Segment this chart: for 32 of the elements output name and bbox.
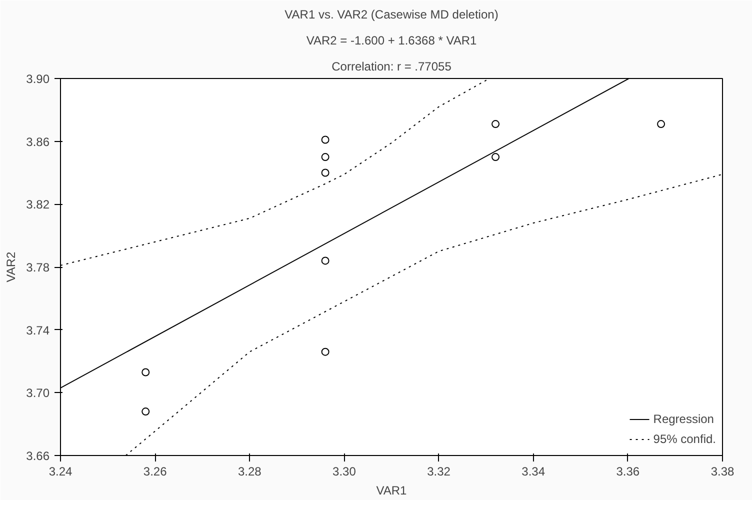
y-tick-label: 3.90 xyxy=(26,72,50,86)
legend-label: 95% confid. xyxy=(653,432,716,446)
point xyxy=(142,408,150,416)
chart-title: VAR1 vs. VAR2 (Casewise MD deletion) xyxy=(284,8,498,22)
point xyxy=(321,168,330,177)
point xyxy=(142,368,150,376)
x-tick-label: 3.28 xyxy=(238,464,262,478)
point xyxy=(321,136,330,144)
y-tick-label: 3.74 xyxy=(26,323,50,338)
chart-subtitle: VAR2 = -1.600 + 1.6368 * VAR1 xyxy=(306,34,477,48)
x-tick-label: 3.34 xyxy=(522,464,546,478)
point xyxy=(492,153,500,162)
point xyxy=(321,256,330,265)
y-tick-label: 3.66 xyxy=(26,449,50,463)
y-tick-label: 3.86 xyxy=(26,134,50,149)
x-tick-label: 3.24 xyxy=(48,464,73,478)
x-tick-label: 3.38 xyxy=(710,464,735,478)
y-axis-title: VAR2 xyxy=(4,251,18,282)
point xyxy=(321,153,330,162)
y-tick-label: 3.70 xyxy=(26,386,50,400)
y-tick-label: 3.82 xyxy=(26,198,50,212)
point xyxy=(321,348,330,356)
legend-label: Regression xyxy=(653,412,714,426)
y-tick-label: 3.78 xyxy=(26,260,50,274)
text: Correlation: r = .77055 xyxy=(332,60,452,74)
point xyxy=(657,120,666,128)
x-tick-label: 3.32 xyxy=(427,464,451,478)
point xyxy=(492,120,500,128)
x-tick-label: 3.30 xyxy=(332,464,356,478)
x-axis-title: VAR1 xyxy=(376,484,408,498)
x-tick-label: 3.36 xyxy=(616,464,640,478)
x-tick-label: 3.26 xyxy=(143,464,168,478)
